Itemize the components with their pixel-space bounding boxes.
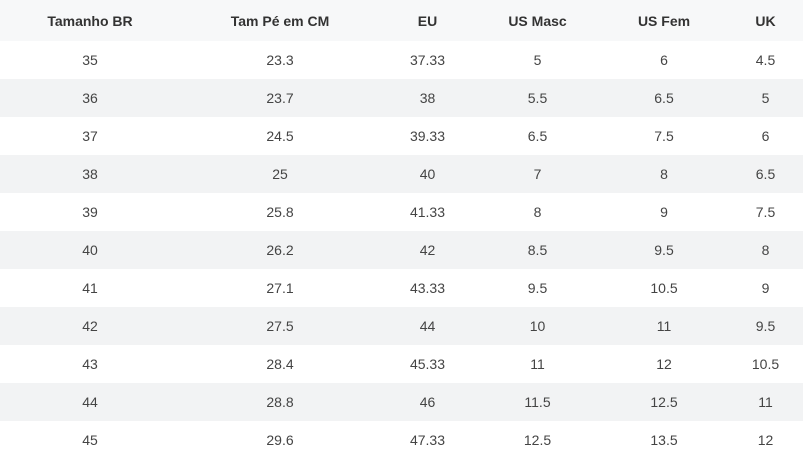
cell-eu: 37.33	[380, 41, 475, 79]
cell-us-fem: 11	[600, 307, 728, 345]
cell-us-masc: 11.5	[475, 383, 600, 421]
cell-eu: 42	[380, 231, 475, 269]
cell-cm: 27.5	[180, 307, 380, 345]
cell-br: 38	[0, 155, 180, 193]
table-row: 38 25 40 7 8 6.5	[0, 155, 803, 193]
header-tam-pe-cm: Tam Pé em CM	[180, 0, 380, 41]
cell-br: 39	[0, 193, 180, 231]
cell-eu: 45.33	[380, 345, 475, 383]
cell-br: 43	[0, 345, 180, 383]
cell-eu: 41.33	[380, 193, 475, 231]
table-row: 37 24.5 39.33 6.5 7.5 6	[0, 117, 803, 155]
header-tamanho-br: Tamanho BR	[0, 0, 180, 41]
cell-br: 40	[0, 231, 180, 269]
cell-cm: 24.5	[180, 117, 380, 155]
cell-us-fem: 13.5	[600, 421, 728, 459]
cell-us-fem: 9.5	[600, 231, 728, 269]
cell-us-masc: 10	[475, 307, 600, 345]
cell-us-masc: 5.5	[475, 79, 600, 117]
cell-uk: 6	[728, 117, 803, 155]
cell-us-fem: 6.5	[600, 79, 728, 117]
cell-br: 45	[0, 421, 180, 459]
cell-br: 42	[0, 307, 180, 345]
table-row: 39 25.8 41.33 8 9 7.5	[0, 193, 803, 231]
cell-eu: 44	[380, 307, 475, 345]
cell-uk: 12	[728, 421, 803, 459]
cell-cm: 28.4	[180, 345, 380, 383]
cell-us-masc: 8.5	[475, 231, 600, 269]
header-uk: UK	[728, 0, 803, 41]
table-row: 44 28.8 46 11.5 12.5 11	[0, 383, 803, 421]
cell-cm: 27.1	[180, 269, 380, 307]
cell-us-fem: 8	[600, 155, 728, 193]
cell-br: 41	[0, 269, 180, 307]
cell-uk: 9.5	[728, 307, 803, 345]
header-us-fem: US Fem	[600, 0, 728, 41]
table-row: 42 27.5 44 10 11 9.5	[0, 307, 803, 345]
cell-uk: 4.5	[728, 41, 803, 79]
cell-us-fem: 7.5	[600, 117, 728, 155]
cell-cm: 25.8	[180, 193, 380, 231]
cell-cm: 25	[180, 155, 380, 193]
cell-eu: 38	[380, 79, 475, 117]
cell-br: 35	[0, 41, 180, 79]
cell-uk: 6.5	[728, 155, 803, 193]
cell-us-fem: 10.5	[600, 269, 728, 307]
cell-uk: 7.5	[728, 193, 803, 231]
cell-cm: 29.6	[180, 421, 380, 459]
cell-br: 44	[0, 383, 180, 421]
cell-us-masc: 7	[475, 155, 600, 193]
table-header-row: Tamanho BR Tam Pé em CM EU US Masc US Fe…	[0, 0, 803, 41]
cell-br: 37	[0, 117, 180, 155]
cell-cm: 28.8	[180, 383, 380, 421]
cell-us-masc: 5	[475, 41, 600, 79]
cell-cm: 23.3	[180, 41, 380, 79]
cell-us-fem: 9	[600, 193, 728, 231]
cell-us-masc: 9.5	[475, 269, 600, 307]
table-row: 40 26.2 42 8.5 9.5 8	[0, 231, 803, 269]
cell-eu: 47.33	[380, 421, 475, 459]
cell-uk: 9	[728, 269, 803, 307]
cell-eu: 46	[380, 383, 475, 421]
cell-us-masc: 8	[475, 193, 600, 231]
cell-us-fem: 12.5	[600, 383, 728, 421]
cell-us-masc: 12.5	[475, 421, 600, 459]
cell-uk: 10.5	[728, 345, 803, 383]
cell-us-masc: 6.5	[475, 117, 600, 155]
header-us-masc: US Masc	[475, 0, 600, 41]
cell-cm: 26.2	[180, 231, 380, 269]
cell-cm: 23.7	[180, 79, 380, 117]
table-row: 41 27.1 43.33 9.5 10.5 9	[0, 269, 803, 307]
table-row: 35 23.3 37.33 5 6 4.5	[0, 41, 803, 79]
header-eu: EU	[380, 0, 475, 41]
cell-eu: 40	[380, 155, 475, 193]
table-row: 36 23.7 38 5.5 6.5 5	[0, 79, 803, 117]
cell-br: 36	[0, 79, 180, 117]
cell-eu: 39.33	[380, 117, 475, 155]
table-row: 45 29.6 47.33 12.5 13.5 12	[0, 421, 803, 459]
cell-eu: 43.33	[380, 269, 475, 307]
table-row: 43 28.4 45.33 11 12 10.5	[0, 345, 803, 383]
cell-uk: 11	[728, 383, 803, 421]
cell-us-masc: 11	[475, 345, 600, 383]
cell-us-fem: 6	[600, 41, 728, 79]
cell-us-fem: 12	[600, 345, 728, 383]
cell-uk: 5	[728, 79, 803, 117]
cell-uk: 8	[728, 231, 803, 269]
